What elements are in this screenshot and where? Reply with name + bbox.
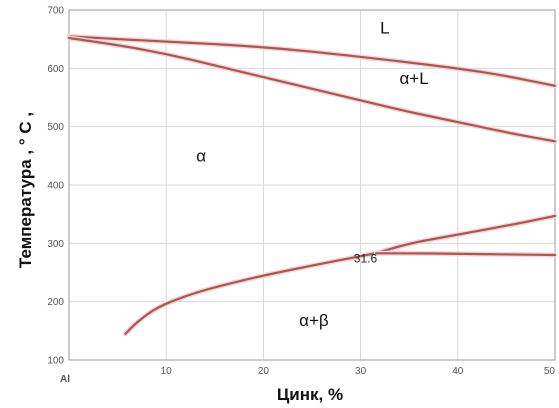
eutectoid-annotation: 31.6	[354, 252, 378, 266]
x-tick-label: 50	[544, 366, 556, 377]
phase-boundary-line-2	[67, 36, 557, 143]
x-tick-label: 30	[355, 366, 367, 377]
y-tick-label: 200	[47, 297, 64, 308]
y-tick-label: 500	[47, 122, 64, 133]
phase-boundary-shadow	[122, 213, 558, 337]
x-axis-label: Цинк, %	[277, 385, 343, 404]
region-label: α+L	[399, 69, 428, 88]
region-labels: Lα+L α α+β 31.6	[196, 18, 428, 330]
y-tick-label: 600	[47, 64, 64, 75]
grid-lines	[69, 10, 555, 360]
y-tick-label: 100	[47, 356, 64, 367]
region-label: α	[196, 147, 206, 166]
y-tick-label: 400	[47, 181, 64, 192]
phase-boundary-line-4	[375, 252, 557, 257]
x-tick-label: 20	[258, 366, 270, 377]
y-tick-label: 300	[47, 239, 64, 250]
y-tick-label: 700	[47, 6, 64, 17]
phase-boundary-line-1	[67, 35, 557, 87]
plot-frame	[68, 9, 556, 361]
x-tick-label: 40	[452, 366, 464, 377]
phase-boundary-line-3	[124, 214, 557, 335]
region-label: α+β	[299, 311, 329, 330]
x-tick-label: Al	[60, 374, 70, 385]
x-tick-label: 10	[161, 366, 173, 377]
phase-boundaries	[66, 33, 558, 337]
tick-labels: Al 10 20 30 40 50 100 200 300 400 500 600 700	[47, 6, 555, 386]
y-axis-label: Температура , ° C ,	[16, 112, 35, 268]
phase-boundary-shadow	[66, 33, 558, 89]
region-label: L	[380, 18, 389, 37]
